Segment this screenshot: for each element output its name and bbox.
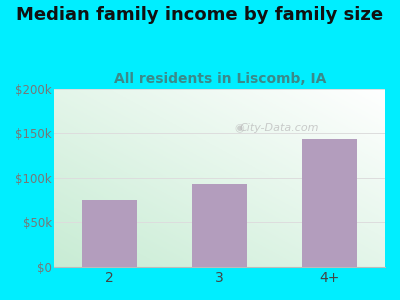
Bar xyxy=(192,184,247,267)
Text: City-Data.com: City-Data.com xyxy=(240,123,319,133)
Bar xyxy=(82,200,137,267)
Title: All residents in Liscomb, IA: All residents in Liscomb, IA xyxy=(114,72,326,86)
Text: ◉: ◉ xyxy=(235,123,244,133)
Bar xyxy=(302,140,358,267)
Text: Median family income by family size: Median family income by family size xyxy=(16,6,384,24)
